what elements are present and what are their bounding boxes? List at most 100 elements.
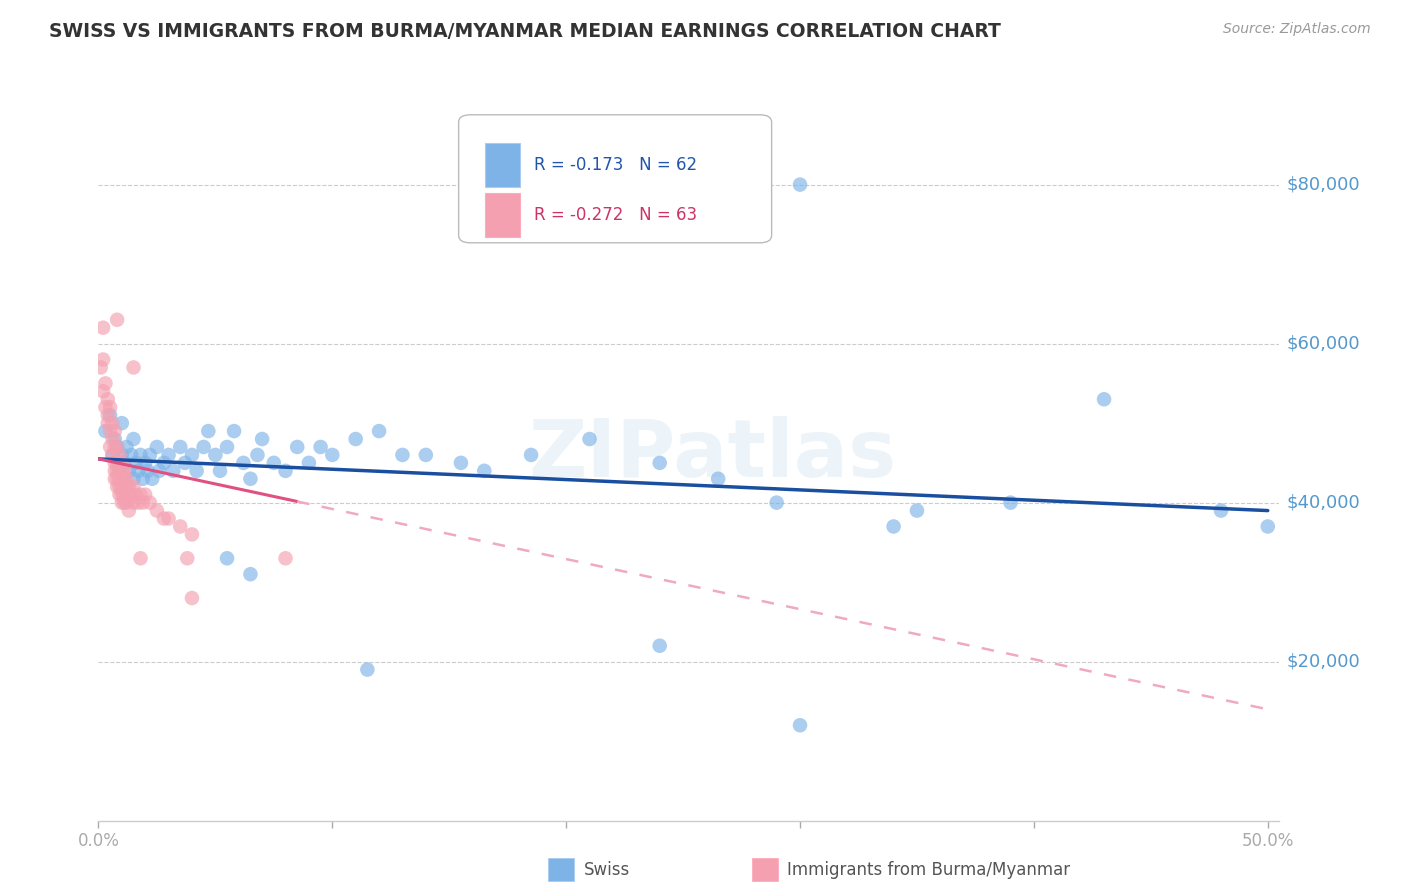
Point — [132, 472, 155, 486]
Point — [112, 472, 135, 486]
Point — [707, 472, 730, 486]
Point — [186, 464, 208, 478]
Point — [197, 424, 219, 438]
Point — [129, 448, 152, 462]
Point — [97, 392, 120, 407]
Point — [98, 408, 121, 422]
Point — [101, 448, 124, 462]
Point — [132, 495, 155, 509]
Point — [91, 384, 114, 399]
Text: $60,000: $60,000 — [1286, 334, 1360, 352]
Point — [115, 472, 138, 486]
Point — [134, 488, 156, 502]
Point — [1092, 392, 1115, 407]
Point — [789, 718, 811, 732]
Point — [108, 448, 131, 462]
Point — [127, 495, 149, 509]
Point — [883, 519, 905, 533]
Point — [157, 511, 180, 525]
Point — [104, 440, 127, 454]
Point — [94, 424, 117, 438]
Point — [905, 503, 928, 517]
Point — [111, 488, 134, 502]
Point — [91, 320, 114, 334]
Point — [246, 448, 269, 462]
Point — [263, 456, 285, 470]
Point — [105, 440, 128, 454]
Point — [181, 448, 204, 462]
Point — [115, 440, 138, 454]
Point — [105, 440, 128, 454]
Point — [146, 503, 169, 517]
Point — [415, 448, 437, 462]
Point — [104, 472, 127, 486]
Point — [108, 488, 131, 502]
Point — [105, 472, 128, 486]
Point — [108, 464, 131, 478]
Point — [129, 488, 152, 502]
Point — [104, 464, 127, 478]
Point — [153, 456, 176, 470]
Point — [127, 464, 149, 478]
Point — [169, 440, 191, 454]
Point — [162, 464, 184, 478]
Point — [129, 551, 152, 566]
Point — [472, 464, 495, 478]
Point — [157, 448, 180, 462]
Point — [578, 432, 600, 446]
Point — [120, 488, 142, 502]
Point — [520, 448, 543, 462]
Text: R = -0.173   N = 62: R = -0.173 N = 62 — [534, 156, 697, 174]
Point — [91, 352, 114, 367]
Point — [136, 464, 159, 478]
Point — [118, 488, 141, 502]
Point — [98, 401, 121, 415]
Point — [122, 360, 145, 375]
Point — [321, 448, 343, 462]
Text: $20,000: $20,000 — [1286, 653, 1360, 671]
Point — [112, 488, 135, 502]
Text: R = -0.272   N = 63: R = -0.272 N = 63 — [534, 206, 697, 224]
Point — [789, 178, 811, 192]
Point — [98, 424, 121, 438]
Point — [134, 456, 156, 470]
Point — [148, 464, 170, 478]
Point — [174, 456, 197, 470]
Point — [356, 663, 378, 677]
Text: Source: ZipAtlas.com: Source: ZipAtlas.com — [1223, 22, 1371, 37]
Point — [118, 503, 141, 517]
Text: $80,000: $80,000 — [1286, 176, 1360, 194]
Point — [765, 495, 787, 509]
Point — [239, 567, 262, 582]
Point — [139, 448, 162, 462]
Point — [104, 424, 127, 438]
Point — [108, 464, 131, 478]
Point — [104, 456, 127, 470]
Text: SWISS VS IMMIGRANTS FROM BURMA/MYANMAR MEDIAN EARNINGS CORRELATION CHART: SWISS VS IMMIGRANTS FROM BURMA/MYANMAR M… — [49, 22, 1001, 41]
Point — [222, 424, 245, 438]
Point — [111, 456, 134, 470]
Text: Swiss: Swiss — [583, 861, 630, 879]
Point — [285, 440, 308, 454]
Point — [176, 551, 198, 566]
Point — [97, 416, 120, 430]
Text: ZIPatlas: ZIPatlas — [529, 416, 897, 494]
Point — [153, 511, 176, 525]
Point — [204, 448, 226, 462]
Point — [391, 448, 413, 462]
Point — [115, 480, 138, 494]
Point — [101, 432, 124, 446]
Bar — [485, 144, 520, 187]
Point — [111, 448, 134, 462]
Point — [450, 456, 472, 470]
Point — [1209, 503, 1232, 517]
Text: Immigrants from Burma/Myanmar: Immigrants from Burma/Myanmar — [787, 861, 1070, 879]
Point — [105, 312, 128, 326]
Point — [139, 495, 162, 509]
Point — [344, 432, 367, 446]
Point — [111, 480, 134, 494]
Point — [309, 440, 332, 454]
Bar — [485, 194, 520, 237]
Point — [193, 440, 215, 454]
Point — [118, 464, 141, 478]
